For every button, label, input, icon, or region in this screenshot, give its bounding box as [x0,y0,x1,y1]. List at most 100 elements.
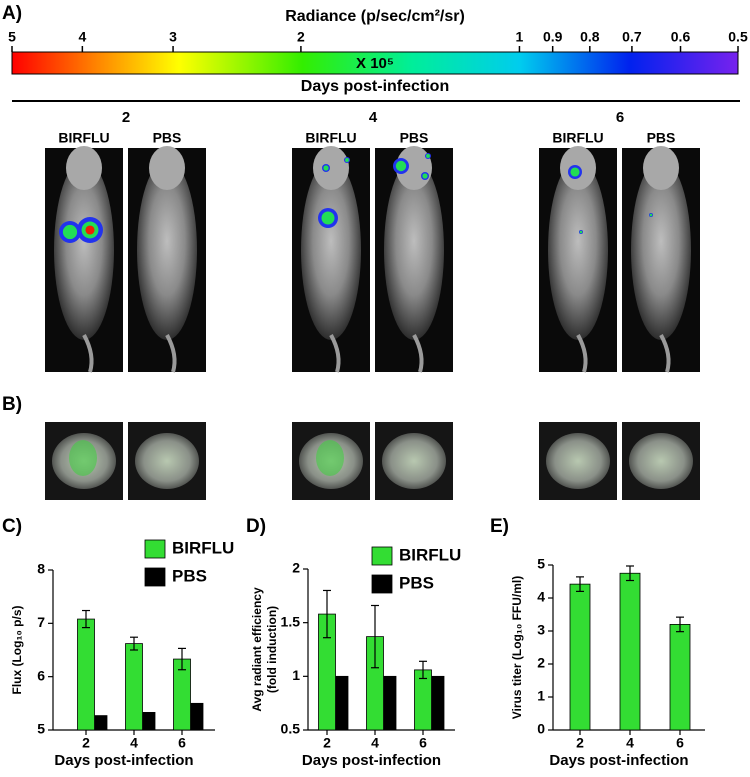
y-tick-label: 7 [37,614,45,630]
y-tick-label: 4 [537,589,545,605]
x-tick-label: 6 [676,735,684,751]
x-axis-label: Days post-infection [302,752,441,769]
mouse-head [313,146,349,190]
lung [135,433,199,489]
signal [85,225,95,235]
colorbar-tick-label: 2 [297,29,305,45]
error-bar [178,647,186,671]
x-tick-label: 2 [576,735,584,751]
signal [570,167,580,177]
signal [579,230,583,234]
mouse-tail [412,334,424,373]
legend-swatch [144,567,166,587]
day-label: 6 [616,109,624,126]
bar [619,572,641,731]
colorbar-multiplier: X 10⁵ [356,55,394,72]
error-bar [130,636,138,651]
x-tick-label: 2 [323,735,331,751]
mouse-body [54,160,114,340]
error-bar [371,604,379,669]
colorbar-title: Radiance (p/sec/cm²/sr) [285,8,465,25]
y-tick-label: 0.5 [281,721,301,737]
colorbar [11,51,739,75]
bar [125,643,143,731]
y-tick-label: 8 [37,561,45,577]
x-tick-label: 4 [130,735,138,751]
mouse-body [137,160,197,340]
mouse-head [149,146,185,190]
lung [382,433,446,489]
mouse-tail [82,334,94,373]
y-tick-label: 1.5 [281,613,301,629]
mouse-body [384,160,444,340]
mouse-tail [165,334,177,373]
legend-label: BIRFLU [172,538,234,557]
bar [94,715,108,731]
lung [546,433,610,489]
colorbar-tick-label: 5 [8,29,16,45]
mouse-head [66,146,102,190]
y-axis-label: Avg radiant efficiency [250,587,264,712]
signal [321,211,335,225]
colorbar-tick-label: 3 [169,29,177,45]
legend-label: PBS [172,566,207,585]
y-tick-label: 1 [292,667,300,683]
bar [77,618,95,731]
group-label: BIRFLU [305,130,356,146]
bar [142,712,156,731]
mouse-body [631,160,691,340]
colorbar-tick-label: 1 [516,29,524,45]
mouse-body [301,160,361,340]
lung-signal [69,440,97,476]
bar [431,675,445,731]
group-label: BIRFLU [58,130,109,146]
panel-label: C) [2,516,22,537]
colorbar-tick-label: 0.6 [671,29,691,45]
mouse-tail [576,334,588,373]
y-axis-label: Flux (Log₁₀ p/s) [10,605,24,694]
x-tick-label: 2 [82,735,90,751]
panel-label: E) [490,516,509,537]
error-bar [676,616,684,633]
error-bar [419,660,427,680]
colorbar-tick-label: 0.7 [622,29,642,45]
colorbar-label: Days post-infection [301,78,449,95]
panel-label: B) [2,394,22,415]
error-bar [626,565,634,582]
x-tick-label: 6 [419,735,427,751]
y-axis-label: (fold induction) [265,606,279,693]
group-label: PBS [647,130,676,146]
day-label: 4 [369,109,378,126]
y-tick-label: 2 [537,655,545,671]
mouse-tail [329,334,341,373]
group-label: PBS [153,130,182,146]
error-bar [576,576,584,593]
error-bar [323,589,331,639]
x-axis-label: Days post-infection [54,752,193,769]
panel-label: D) [246,516,266,537]
x-tick-label: 6 [178,735,186,751]
signal [62,224,78,240]
y-tick-label: 5 [37,721,45,737]
panel-label: A) [2,3,22,24]
y-axis-label: Virus titer (Log₁₀ FFU/ml) [510,576,524,719]
colorbar-tick-label: 0.5 [728,29,748,45]
error-bar [82,609,90,629]
colorbar-tick-label: 0.9 [543,29,563,45]
y-tick-label: 1 [537,688,545,704]
signal [422,173,428,179]
signal [323,165,329,171]
lung [629,433,693,489]
lung-signal [316,440,344,476]
y-tick-label: 2 [292,560,300,576]
x-tick-label: 4 [626,735,634,751]
legend-label: PBS [399,573,434,592]
group-label: BIRFLU [552,130,603,146]
colorbar-tick-label: 0.8 [580,29,600,45]
mouse-head [643,146,679,190]
group-label: PBS [400,130,429,146]
mouse-body [548,160,608,340]
bar [669,624,691,731]
x-axis-label: Days post-infection [549,752,688,769]
signal [395,160,407,172]
